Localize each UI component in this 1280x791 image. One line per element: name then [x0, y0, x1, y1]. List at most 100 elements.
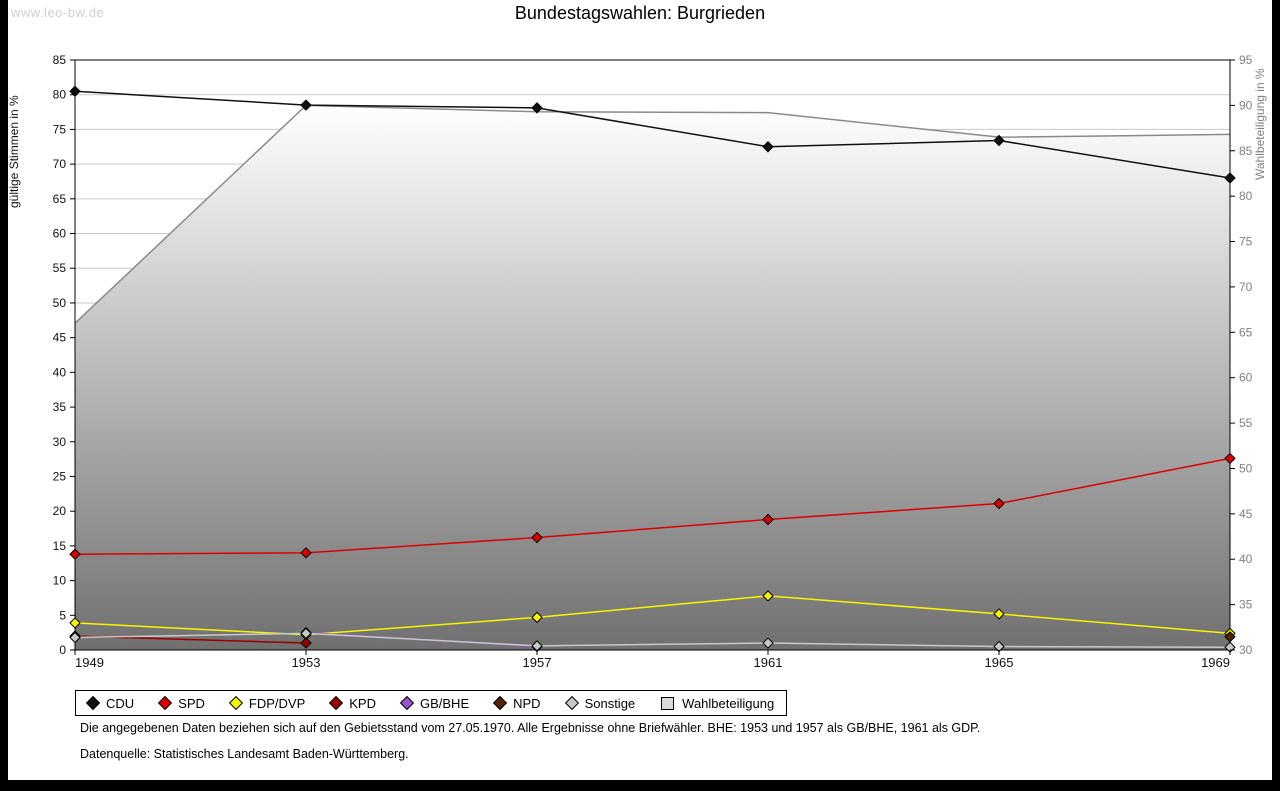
svg-text:10: 10	[53, 574, 67, 588]
footnote-datenquelle: Datenquelle: Statistisches Landesamt Bad…	[80, 747, 409, 761]
left-axis-title: gültige Stimmen in %	[7, 95, 21, 208]
svg-text:1961: 1961	[754, 655, 783, 670]
legend-item-wahlbeteiligung: Wahlbeteiligung	[661, 696, 774, 711]
wahlbeteiligung-area	[75, 105, 1230, 650]
page-border-right	[1272, 0, 1280, 791]
series-cdu	[69, 85, 1236, 184]
svg-text:60: 60	[53, 227, 67, 241]
x-axis: 1949 1953 1957 1961 1965 1969	[74, 650, 1231, 670]
page-border-left	[0, 0, 8, 791]
svg-text:80: 80	[53, 88, 67, 102]
right-axis-title: Wahlbeteiligung in %	[1253, 68, 1267, 180]
legend-item-sonstige: Sonstige	[564, 695, 636, 711]
legend-label-sonstige: Sonstige	[584, 695, 636, 711]
svg-text:80: 80	[1239, 189, 1253, 203]
marker-spd	[69, 548, 81, 560]
page-border-bottom	[0, 780, 1280, 791]
svg-text:75: 75	[1239, 235, 1253, 249]
legend-label-spd: SPD	[178, 695, 205, 711]
left-axis: 0 5 10 15 20 25 30 35 40 45 50 55 60 65 70 75 80 85	[53, 53, 75, 657]
marker-fdp-dvp	[69, 617, 81, 629]
svg-text:40: 40	[1239, 552, 1253, 566]
legend-label-wahlbeteiligung: Wahlbeteiligung	[682, 695, 775, 711]
footnote-gebietsstand: Die angegebenen Daten beziehen sich auf …	[80, 721, 981, 735]
legend-item-fdp-dvp: FDP/DVP	[228, 695, 306, 711]
svg-text:70: 70	[53, 157, 67, 171]
legend-label-cdu: CDU	[106, 695, 135, 711]
svg-text:85: 85	[53, 53, 67, 67]
marker-fdp-dvp	[762, 590, 774, 602]
legend-marker-npd-diamond-icon	[493, 695, 508, 711]
svg-text:45: 45	[1239, 507, 1253, 521]
legend-marker-kpd-diamond-icon	[329, 695, 344, 711]
legend-item-kpd: KPD	[329, 695, 376, 711]
legend-marker-wahlbeteiligung-square-icon	[661, 696, 675, 710]
svg-text:5: 5	[59, 608, 66, 622]
series-spd	[69, 452, 1236, 560]
marker-spd	[762, 513, 774, 526]
svg-text:70: 70	[1239, 280, 1253, 294]
svg-text:75: 75	[53, 122, 67, 136]
legend-item-npd: NPD	[493, 695, 541, 711]
svg-text:15: 15	[53, 539, 67, 553]
svg-text:1949: 1949	[75, 655, 104, 670]
marker-spd	[300, 547, 312, 559]
marker-cdu	[531, 102, 543, 114]
series-sonstige	[69, 627, 1236, 653]
right-axis: 30 35 40 45 50 55 60 65 70 75 80 85 90 95	[1230, 53, 1253, 657]
watermark-leo-bw: www.leo-bw.de	[11, 5, 105, 20]
svg-text:85: 85	[1239, 144, 1253, 158]
marker-cdu	[993, 134, 1005, 147]
marker-kpd	[300, 637, 312, 649]
svg-text:25: 25	[53, 469, 67, 483]
marker-spd	[1224, 452, 1236, 465]
plot-border	[74, 59, 1231, 651]
svg-text:1953: 1953	[292, 655, 321, 670]
svg-text:55: 55	[53, 261, 67, 275]
legend-marker-cdu-diamond-icon	[85, 695, 101, 711]
svg-text:1965: 1965	[985, 655, 1014, 670]
svg-text:35: 35	[53, 400, 67, 414]
svg-text:0: 0	[59, 643, 66, 657]
legend-item-cdu: CDU	[85, 695, 135, 711]
svg-text:90: 90	[1239, 98, 1253, 112]
svg-text:1957: 1957	[523, 655, 552, 670]
legend-marker-fdp-dvp-diamond-icon	[228, 695, 243, 711]
svg-text:1969: 1969	[1201, 655, 1230, 670]
svg-text:65: 65	[53, 192, 67, 206]
marker-fdp-dvp	[531, 611, 543, 624]
page-title: Bundestagswahlen: Burgrieden	[514, 3, 766, 23]
legend-label-npd: NPD	[513, 695, 541, 711]
legend-label-kpd: KPD	[349, 695, 376, 711]
marker-cdu	[762, 141, 774, 153]
legend-marker-sonstige-diamond-icon	[564, 695, 579, 711]
marker-sonstige	[300, 627, 312, 640]
svg-text:45: 45	[53, 331, 67, 345]
svg-text:20: 20	[53, 504, 67, 518]
marker-cdu	[1224, 172, 1236, 184]
svg-text:50: 50	[1239, 461, 1253, 475]
chart-legend: CDU SPD FDP/DVP KPD GB/BHE NPD Sonstige Wahlbet…	[75, 690, 788, 716]
marker-spd	[531, 531, 543, 544]
marker-cdu	[69, 85, 81, 97]
svg-text:95: 95	[1239, 53, 1253, 67]
legend-item-spd: SPD	[158, 695, 205, 711]
marker-sonstige	[69, 631, 81, 644]
marker-fdp-dvp	[993, 608, 1005, 620]
svg-text:55: 55	[1239, 416, 1253, 430]
svg-text:35: 35	[1239, 598, 1253, 612]
legend-label-fdp-dvp: FDP/DVP	[248, 695, 306, 711]
marker-spd	[993, 497, 1005, 510]
legend-item-gb-bhe: GB/BHE	[399, 695, 469, 711]
svg-text:40: 40	[53, 365, 67, 379]
svg-text:30: 30	[1239, 643, 1253, 657]
svg-text:65: 65	[1239, 325, 1253, 339]
legend-marker-spd-diamond-icon	[158, 695, 173, 711]
legend-marker-gb-bhe-diamond-icon	[399, 695, 415, 711]
marker-sonstige	[762, 637, 774, 649]
svg-text:60: 60	[1239, 371, 1253, 385]
marker-cdu	[300, 99, 312, 111]
svg-text:50: 50	[53, 296, 67, 310]
